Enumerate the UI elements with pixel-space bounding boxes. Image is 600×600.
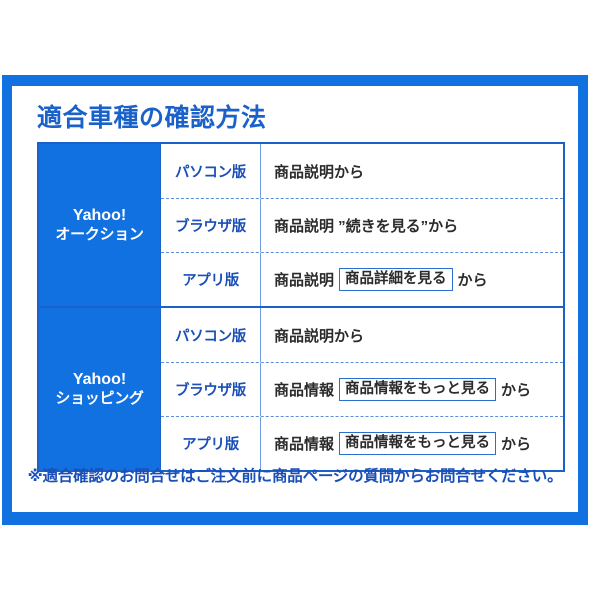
brand-service: オークション — [55, 225, 144, 243]
blue-frame: 適合車種の確認方法 Yahoo! オークション パソコン版 商品説明から — [2, 75, 588, 525]
table-row: ブラウザ版 商品情報 商品情報をもっと見る から — [161, 362, 563, 416]
inline-button-label[interactable]: 商品情報をもっと見る — [339, 431, 497, 456]
device-label: パソコン版 — [161, 144, 261, 198]
instruction-cell: 商品情報 商品情報をもっと見る から — [261, 377, 563, 402]
instruction-prefix: 商品説明から — [274, 163, 365, 181]
instruction-suffix: から — [501, 382, 532, 399]
inline-button-label[interactable]: 商品詳細を見る — [339, 267, 453, 292]
brand-service: ショッピング — [55, 389, 144, 407]
brand-name: Yahoo! — [72, 206, 127, 224]
device-label: アプリ版 — [161, 417, 261, 470]
compatibility-table: Yahoo! オークション パソコン版 商品説明から ブラウザ版 — [37, 142, 565, 472]
rows-auction: パソコン版 商品説明から ブラウザ版 商品説明 ”続きを見る”から — [161, 144, 563, 306]
inline-button-label[interactable]: 商品情報をもっと見る — [339, 377, 497, 402]
rows-shopping: パソコン版 商品説明から ブラウザ版 商品情報 商品情報をもっと見る から — [161, 308, 563, 470]
instruction-cell: 商品説明から — [261, 325, 563, 346]
device-label: アプリ版 — [161, 253, 261, 306]
instruction-suffix: から — [501, 436, 532, 453]
table-row: パソコン版 商品説明から — [161, 144, 563, 198]
device-label: ブラウザ版 — [161, 363, 261, 416]
brand-name: Yahoo! — [72, 370, 127, 388]
instruction-prefix: 商品情報 — [274, 382, 335, 399]
instruction-cell: 商品説明 商品詳細を見る から — [261, 267, 563, 292]
table-row: アプリ版 商品説明 商品詳細を見る から — [161, 252, 563, 306]
instruction-cell: 商品情報 商品情報をもっと見る から — [261, 431, 563, 456]
instruction-prefix: 商品説明から — [274, 327, 365, 345]
footer-note: ※適合確認のお問合せはご注文前に商品ページの質問からお問合せください。 — [27, 468, 563, 485]
table-section-shopping: Yahoo! ショッピング パソコン版 商品説明から ブラウザ版 — [39, 306, 563, 470]
page-title: 適合車種の確認方法 — [37, 104, 267, 132]
instruction-prefix: 商品説明 — [274, 272, 335, 289]
brand-cell-auction: Yahoo! オークション — [39, 144, 161, 306]
table-section-auction: Yahoo! オークション パソコン版 商品説明から ブラウザ版 — [39, 144, 563, 306]
table-row: アプリ版 商品情報 商品情報をもっと見る から — [161, 416, 563, 470]
instruction-suffix: から — [457, 272, 488, 289]
table-row: ブラウザ版 商品説明 ”続きを見る”から — [161, 198, 563, 252]
instruction-prefix: 商品説明 ”続きを見る”から — [274, 218, 459, 235]
instruction-cell: 商品説明 ”続きを見る”から — [261, 215, 563, 236]
device-label: パソコン版 — [161, 308, 261, 362]
content-panel: 適合車種の確認方法 Yahoo! オークション パソコン版 商品説明から — [12, 86, 578, 512]
instruction-prefix: 商品情報 — [274, 436, 335, 453]
device-label: ブラウザ版 — [161, 199, 261, 252]
brand-cell-shopping: Yahoo! ショッピング — [39, 308, 161, 470]
instruction-cell: 商品説明から — [261, 161, 563, 182]
table-row: パソコン版 商品説明から — [161, 308, 563, 362]
